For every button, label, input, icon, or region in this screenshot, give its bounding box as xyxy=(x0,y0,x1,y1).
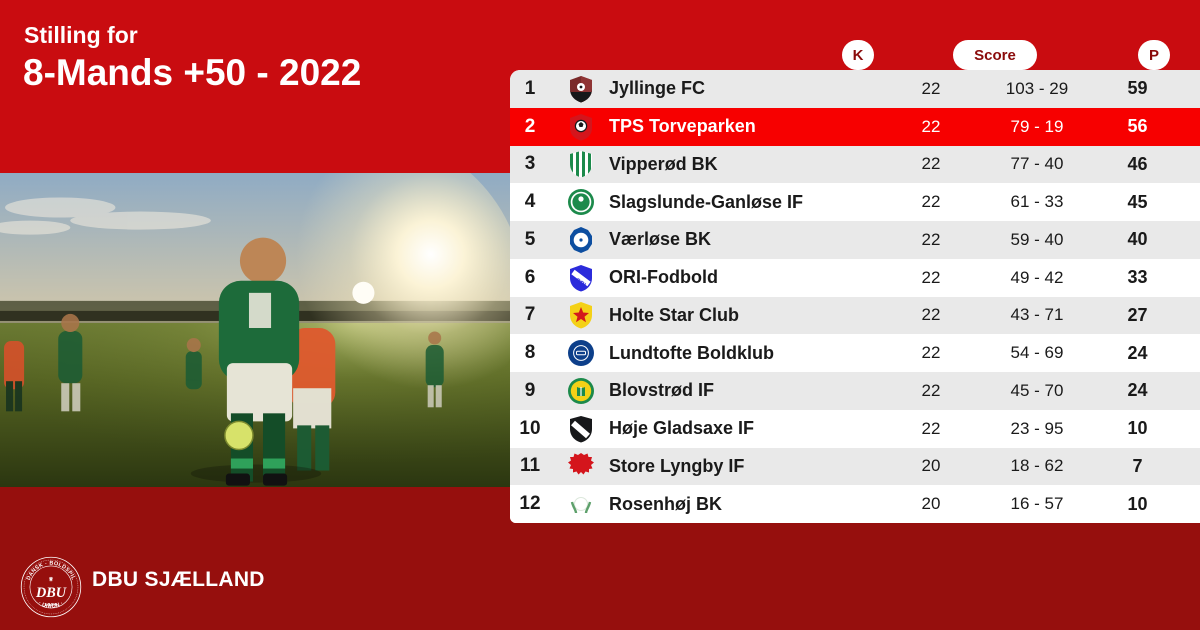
svg-text:DBU: DBU xyxy=(35,585,67,601)
svg-text:1889: 1889 xyxy=(44,602,58,608)
svg-text:♕: ♕ xyxy=(48,576,53,583)
